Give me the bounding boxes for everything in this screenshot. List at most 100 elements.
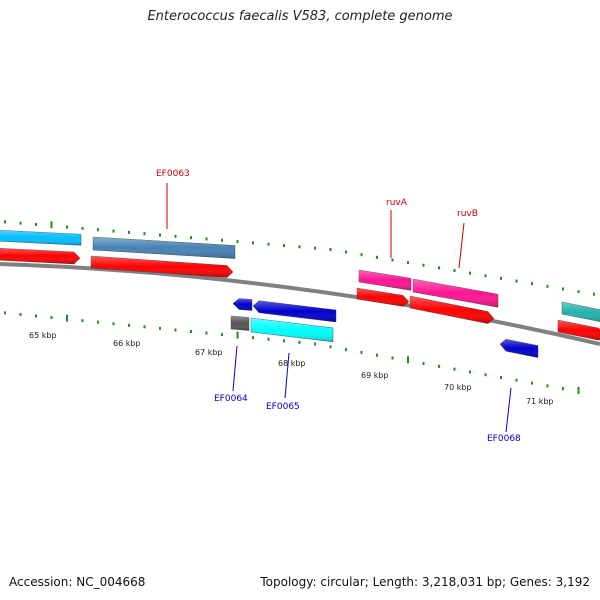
- cds-bar-upper-left-shade: [0, 248, 80, 264]
- tick-lower: [360, 350, 363, 354]
- tick-lower: [283, 339, 285, 343]
- tick-upper: [221, 238, 223, 242]
- tick-upper: [128, 230, 130, 234]
- tick-upper: [190, 236, 192, 240]
- tick-upper: [577, 290, 580, 294]
- leader-ef0065: [284, 352, 290, 399]
- tick-lower: [4, 311, 6, 315]
- gene-label-ef0063: EF0063: [156, 169, 190, 179]
- tick-lower: [531, 381, 533, 385]
- tick-upper: [252, 241, 254, 245]
- tick-upper: [283, 244, 285, 248]
- tick-upper: [314, 246, 316, 250]
- tick-upper: [438, 266, 440, 270]
- tick-upper: [546, 284, 549, 288]
- tick-upper: [422, 263, 425, 267]
- scale-label-65kbp: 65 kbp: [29, 331, 57, 340]
- tick-upper: [159, 233, 161, 237]
- tick-lower: [205, 331, 208, 335]
- gene-label-ruvb: ruvB: [457, 209, 478, 219]
- scale-label-69kbp: 69 kbp: [361, 371, 389, 380]
- tick-upper: [81, 226, 84, 230]
- gene-bar-blue-main-shade: [253, 300, 336, 322]
- tick-lower: [267, 337, 270, 341]
- gene-bar-teal-right-shade: [562, 302, 600, 322]
- tick-lower: [577, 386, 580, 394]
- tick-lower: [159, 326, 161, 330]
- tick-upper: [376, 255, 378, 259]
- cds-bar-right-shade: [558, 320, 600, 341]
- tick-upper: [531, 282, 533, 286]
- gene-label-ef0065: EF0065: [266, 402, 300, 412]
- gene-label-ef0064: EF0064: [214, 394, 248, 404]
- tick-upper: [19, 221, 22, 225]
- tick-upper: [35, 222, 37, 226]
- topology-text: Topology: circular; Length: 3,218,031 bp…: [260, 575, 590, 589]
- tick-upper: [484, 274, 487, 278]
- map-title: Enterococcus faecalis V583, complete gen…: [147, 9, 453, 24]
- tick-upper: [329, 248, 332, 252]
- tick-upper: [236, 240, 239, 244]
- tick-lower: [50, 316, 53, 320]
- tick-upper: [515, 279, 518, 283]
- tick-upper: [407, 261, 409, 265]
- tick-lower: [546, 384, 549, 388]
- tick-upper: [66, 225, 68, 229]
- tick-upper: [97, 228, 99, 232]
- tick-upper: [360, 253, 363, 257]
- backbone-arc: [0, 262, 600, 346]
- tick-upper: [469, 271, 471, 275]
- tick-upper: [391, 258, 394, 262]
- tick-lower: [252, 336, 254, 340]
- tick-upper: [298, 245, 301, 249]
- tick-lower: [484, 373, 487, 377]
- tick-upper: [174, 234, 177, 238]
- leader-ruvb: [458, 222, 465, 269]
- tick-lower: [174, 328, 177, 332]
- tick-upper: [453, 268, 456, 272]
- tick-lower: [515, 378, 518, 382]
- scale-label-71kbp: 71 kbp: [526, 397, 554, 406]
- gene-bar-cyan-ef0065-shade: [251, 318, 333, 342]
- gene-bar-ef0063-shade: [93, 237, 235, 259]
- gene-bar-ruvb-shade: [413, 279, 498, 308]
- scale-label-70kbp: 70 kbp: [444, 383, 472, 392]
- tick-upper: [562, 287, 564, 291]
- gene-bar-light-upper-shade: [0, 230, 81, 246]
- tick-lower: [438, 364, 440, 368]
- tick-lower: [97, 320, 99, 324]
- tick-lower: [422, 362, 425, 366]
- accession-text: Accession: NC_004668: [9, 575, 146, 589]
- tick-lower: [407, 356, 409, 364]
- tick-lower: [391, 356, 394, 360]
- cds-bar-ruva-shade: [357, 288, 409, 307]
- tick-lower: [66, 314, 68, 322]
- tick-lower: [562, 387, 564, 391]
- gene-bar-ruva-shade: [359, 270, 411, 291]
- scale-track: 65 kbp 66 kbp 67 kbp 68 kbp 69 kbp 70 kbp 71 k…: [4, 220, 595, 406]
- tick-upper: [500, 276, 502, 280]
- tick-upper: [593, 292, 595, 296]
- tick-upper: [4, 220, 6, 224]
- tick-lower: [143, 325, 146, 329]
- tick-lower: [221, 333, 223, 337]
- tick-lower: [298, 340, 301, 344]
- tick-lower: [190, 330, 192, 333]
- cds-bar-ruvb-shade: [410, 296, 494, 324]
- tick-lower: [453, 367, 456, 371]
- tick-lower: [376, 353, 378, 357]
- gene-label-ef0068: EF0068: [487, 434, 521, 444]
- gene-label-ruva: ruvA: [386, 198, 408, 208]
- scale-label-67kbp: 67 kbp: [195, 348, 223, 357]
- feature-track: [0, 230, 600, 358]
- tick-lower: [500, 376, 502, 379]
- cds-bar-ef0063-shade: [91, 256, 233, 278]
- leader-ef0064: [232, 345, 238, 392]
- gene-bar-blue-small-shade: [233, 298, 252, 311]
- gene-label-layer: EF0063 ruvA ruvB EF0064 EF0065 EF0068: [156, 169, 521, 444]
- tick-lower: [329, 345, 332, 349]
- tick-lower: [112, 322, 115, 326]
- tick-lower: [81, 319, 84, 323]
- tick-lower: [469, 370, 471, 374]
